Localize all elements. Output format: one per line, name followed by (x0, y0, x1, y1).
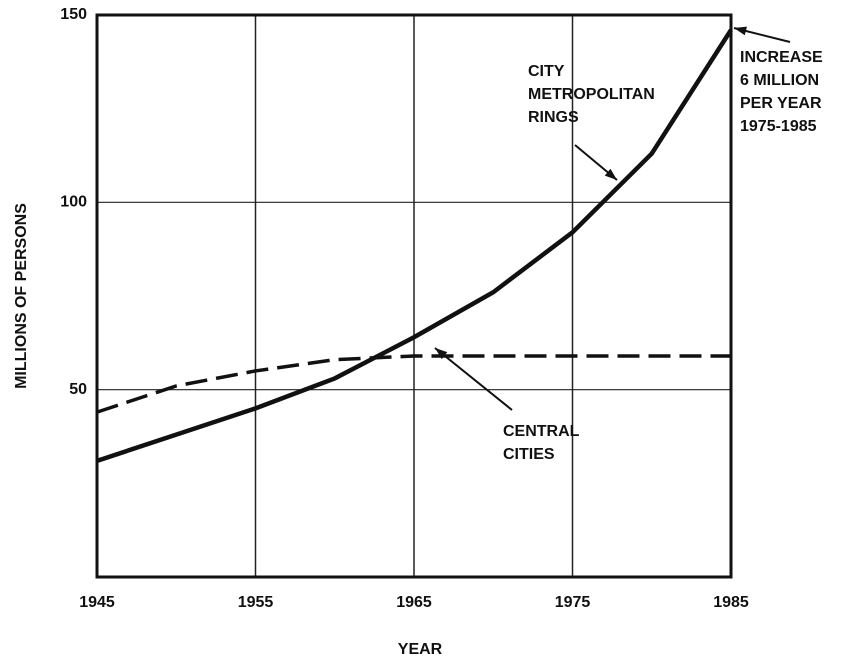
y-tick-label: 150 (60, 6, 87, 23)
annotation: 1975-1985 (740, 118, 817, 135)
x-tick-label: 1945 (79, 594, 115, 611)
x-axis-label: YEAR (398, 641, 443, 658)
annotation: PER YEAR (740, 95, 822, 112)
x-tick-label: 1965 (396, 594, 432, 611)
arrow-head (734, 26, 747, 36)
arrow-head (604, 168, 617, 180)
x-tick-label: 1975 (555, 594, 591, 611)
y-axis-label: MILLIONS OF PERSONS (13, 203, 30, 389)
x-tick-label: 1955 (238, 594, 274, 611)
arrow-head (435, 348, 448, 360)
annotation: INCREASE (740, 49, 823, 66)
x-tick-label: 1985 (713, 594, 749, 611)
y-tick-label: 50 (69, 381, 87, 398)
plot-frame (95, 13, 733, 579)
data-line (96, 354, 731, 414)
annotation: 6 MILLION (740, 72, 819, 89)
y-tick-label: 100 (60, 194, 87, 211)
data-line (96, 28, 733, 463)
arrow (434, 347, 513, 411)
series-label: CITY METROPOLITAN RINGS (528, 63, 655, 126)
series-label: CENTRAL CITIES (503, 423, 580, 463)
